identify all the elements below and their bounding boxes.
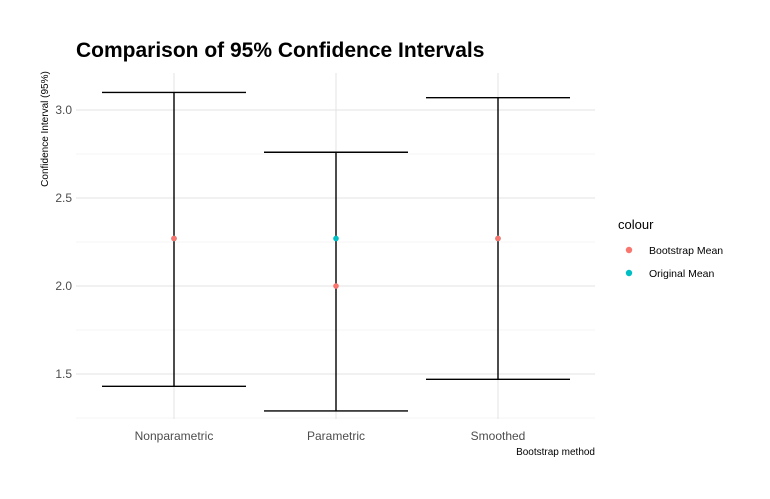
x-axis-title: Bootstrap method [516,447,595,458]
chart-title: Comparison of 95% Confidence Intervals [76,39,484,62]
legend-swatch [625,246,633,254]
y-tick-label: 2.5 [55,191,72,205]
y-tick-label: 3.0 [55,103,72,117]
bootstrap-mean-point [333,283,339,289]
bootstrap-mean-point [495,235,501,242]
y-tick-label: 1.5 [55,367,72,381]
y-tick-label: 2.0 [55,279,72,293]
y-axis-ticks: 1.5 2.0 2.5 3.0 [55,103,72,381]
original-mean-point [333,235,339,242]
x-tick-label: Nonparametric [135,429,214,443]
x-axis-ticks: Nonparametric Parametric Smoothed [135,429,526,443]
x-tick-label: Smoothed [471,429,526,443]
mean-points [171,235,501,289]
legend: colour Bootstrap Mean Original Mean [618,217,723,280]
legend-label: Bootstrap Mean [649,245,723,257]
y-axis-title: Confidence Interval (95%) [40,71,51,187]
x-tick-label: Parametric [307,429,365,443]
legend-title: colour [618,217,654,232]
bootstrap-mean-point [171,235,177,242]
legend-swatch [625,269,633,277]
legend-label: Original Mean [649,268,715,280]
error-bar [264,151,408,412]
